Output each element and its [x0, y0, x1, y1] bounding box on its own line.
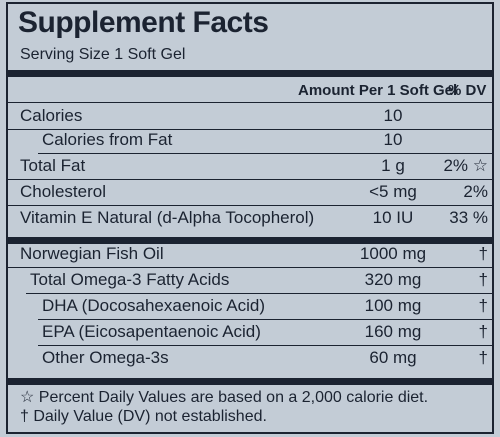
row-rule	[38, 345, 492, 346]
row-amount: 60 mg	[369, 348, 417, 367]
row-label: Calories	[20, 106, 83, 125]
serving-size: Serving Size 1 Soft Gel	[20, 46, 186, 63]
row-amount: 320 mg	[364, 270, 422, 289]
title: Supplement Facts	[18, 6, 269, 39]
row-rule	[8, 179, 492, 180]
rule	[8, 70, 492, 77]
rule	[8, 237, 492, 244]
row-amount: 10 IU	[372, 208, 414, 227]
row-label: Other Omega-3s	[42, 348, 169, 367]
row-amount: 10	[383, 106, 403, 125]
row-rule	[38, 153, 492, 154]
column-header: Amount Per 1 Soft Gel	[298, 82, 458, 99]
row-amount: 1000 mg	[359, 244, 427, 263]
row-amount: 1 g	[381, 156, 405, 175]
column-header: % DV	[448, 82, 487, 99]
row-label: Vitamin E Natural (d-Alpha Tocopherol)	[20, 208, 315, 227]
footnote: ☆ Percent Daily Values are based on a 2,…	[20, 389, 429, 406]
row-label: DHA (Docosahexaenoic Acid)	[42, 296, 266, 315]
row-dv: 33 %	[449, 208, 488, 227]
row-dv: †	[478, 348, 488, 367]
row-rule	[8, 205, 492, 206]
rule	[8, 378, 492, 385]
row-rule	[38, 319, 492, 320]
row-rule	[8, 267, 492, 268]
row-label: Calories from Fat	[42, 130, 173, 149]
row-amount: 160 mg	[364, 322, 422, 341]
row-dv: 2% ☆	[443, 156, 488, 175]
row-label: Cholesterol	[20, 182, 106, 201]
row-dv: 2%	[463, 182, 488, 201]
row-label: Norwegian Fish Oil	[20, 244, 164, 263]
footnote: † Daily Value (DV) not established.	[20, 408, 267, 425]
row-dv: †	[478, 244, 488, 263]
row-rule	[26, 293, 492, 294]
supplement-label: Supplement Facts Serving Size 1 Soft Gel…	[6, 2, 494, 434]
row-dv: †	[478, 322, 488, 341]
row-label: Total Fat	[20, 156, 86, 175]
row-amount: <5 mg	[369, 182, 417, 201]
row-dv: †	[478, 296, 488, 315]
row-dv: †	[478, 270, 488, 289]
rule	[8, 102, 492, 103]
row-label: Total Omega-3 Fatty Acids	[30, 270, 230, 289]
row-amount: 100 mg	[364, 296, 422, 315]
row-rule	[8, 129, 492, 130]
row-label: EPA (Eicosapentaenoic Acid)	[42, 322, 261, 341]
row-amount: 10	[383, 130, 403, 149]
